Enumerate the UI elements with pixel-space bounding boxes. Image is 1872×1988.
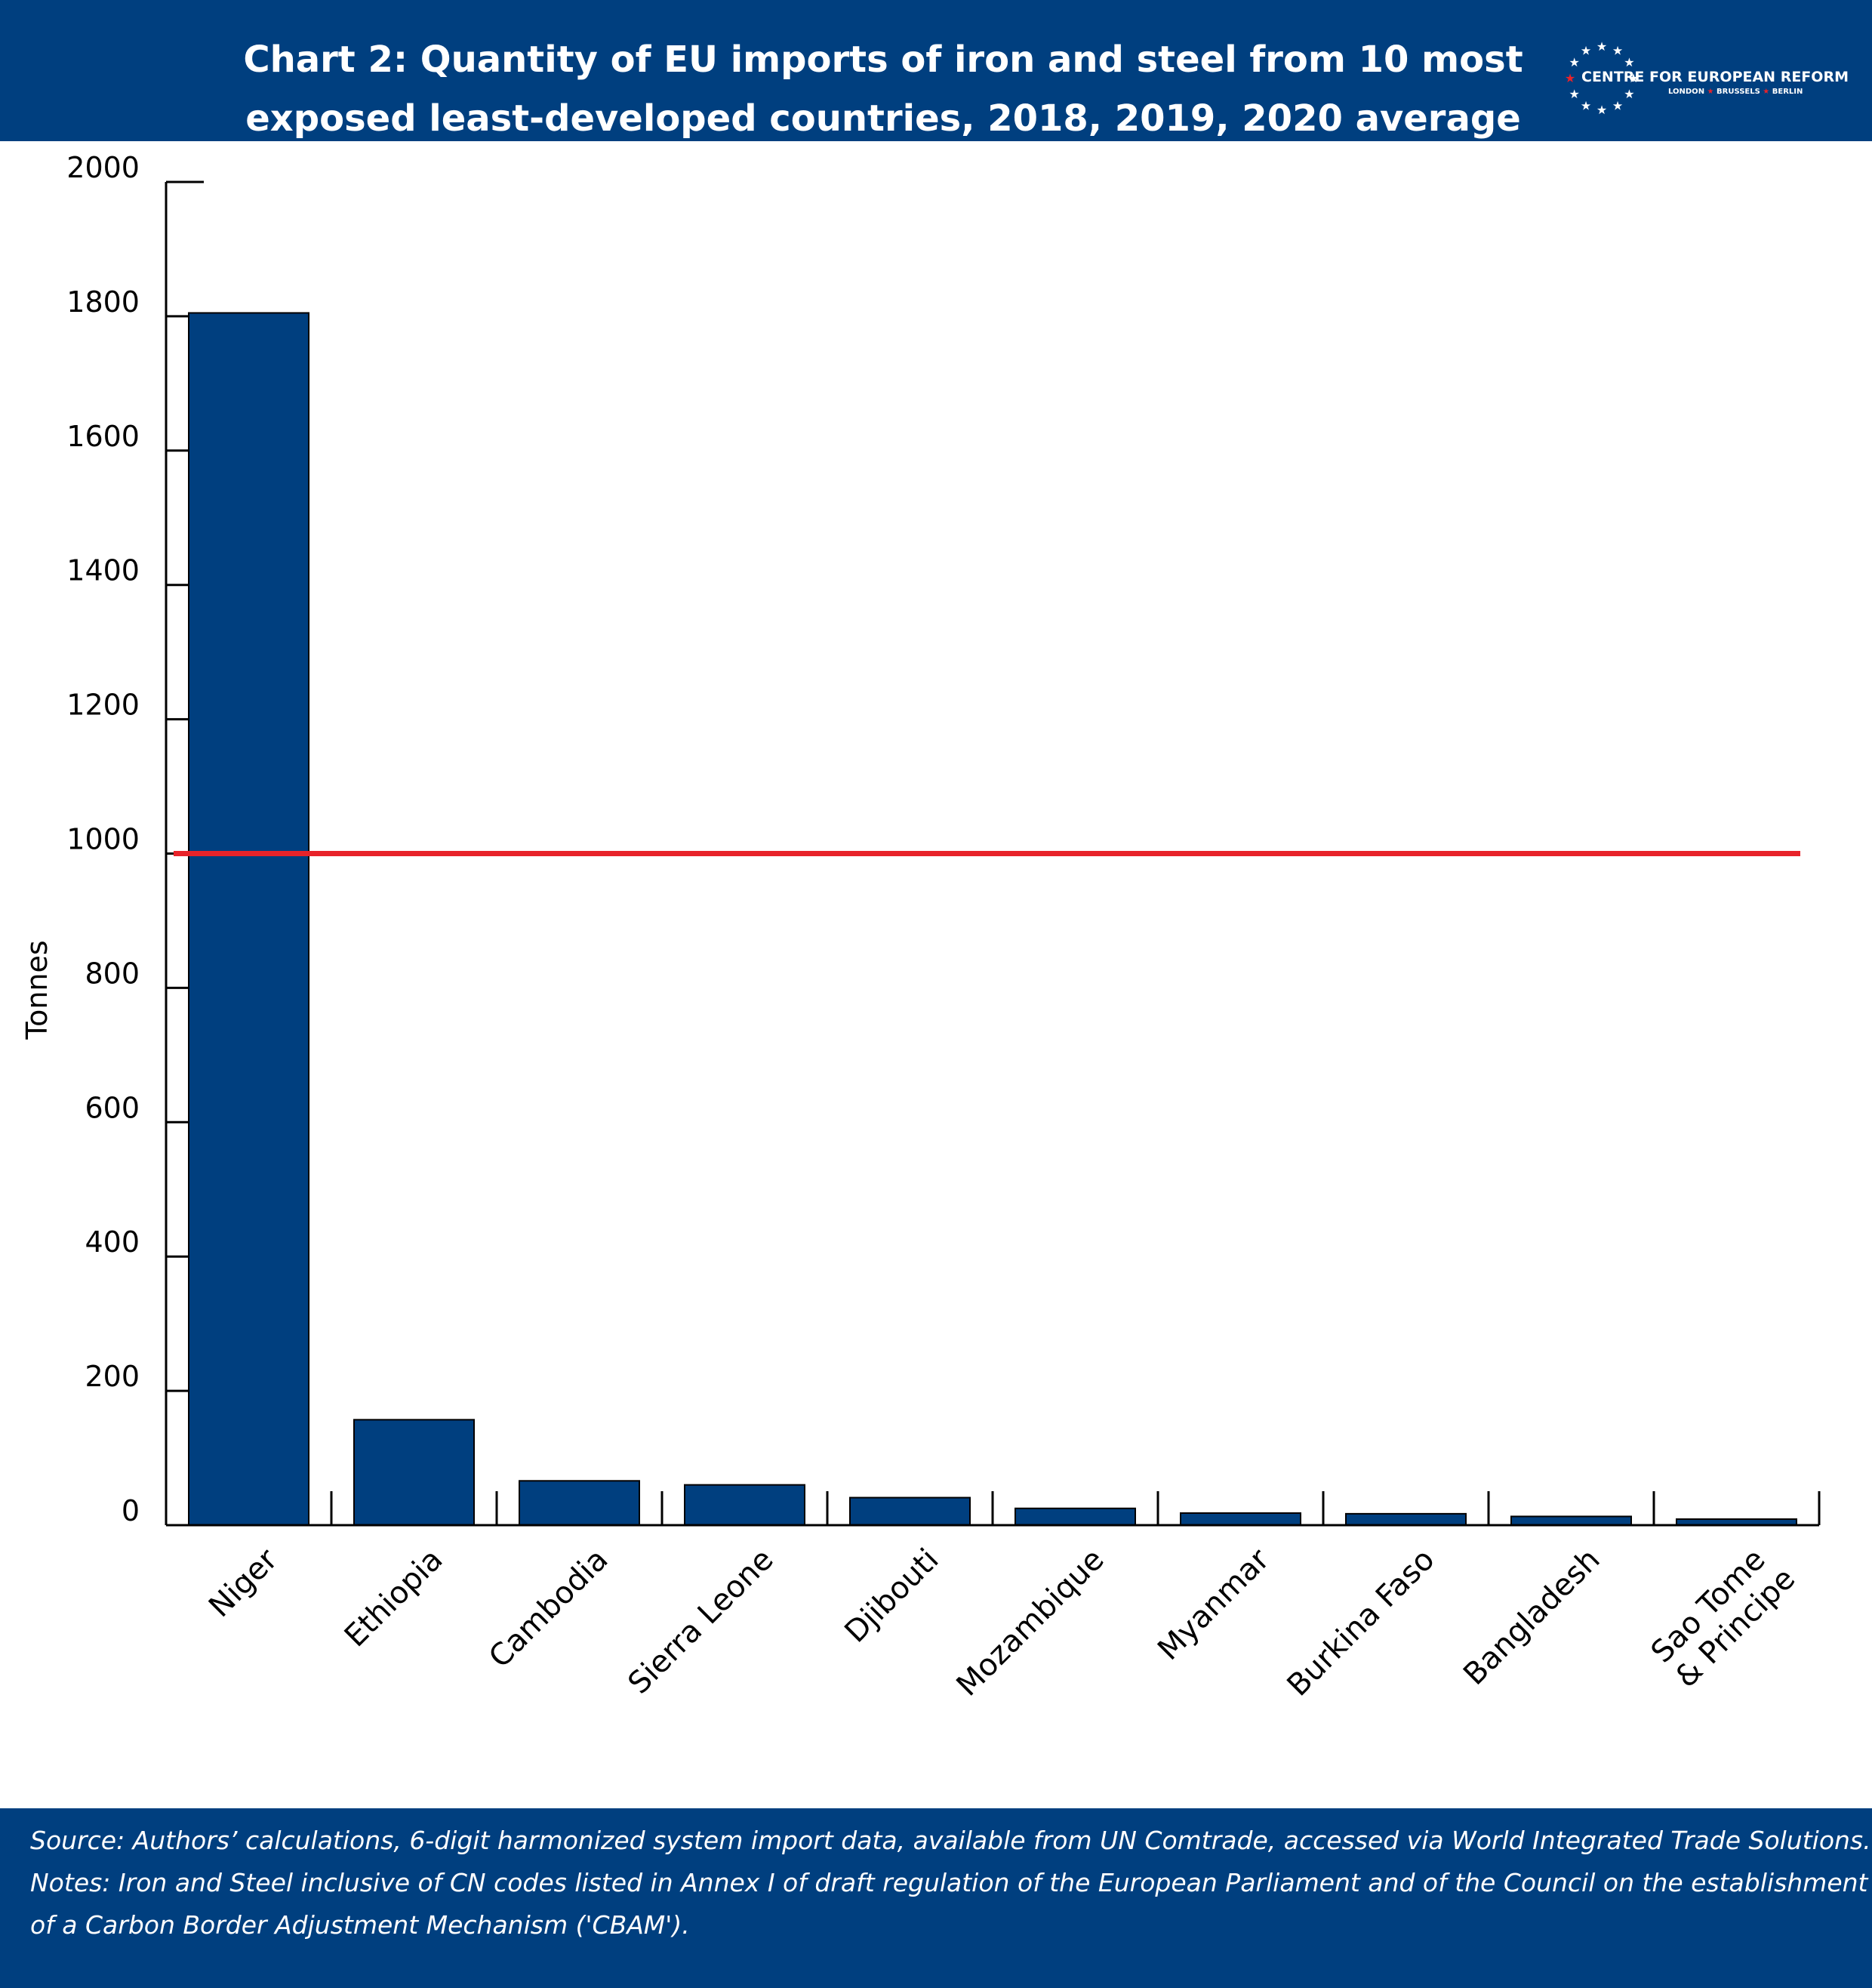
x-tick-label-line: Ethiopia: [338, 1543, 450, 1654]
notes-line-2: of a Carbon Border Adjustment Mechanism …: [30, 1910, 690, 1940]
y-axis: 0 200 400 600 800 1000 1200 1400 1600 1800 2000: [66, 151, 204, 1527]
x-tick-label-line: Niger: [202, 1542, 285, 1624]
logo-separator-star-icon: ★: [1763, 88, 1770, 96]
y-tick-label: 1800: [66, 285, 140, 319]
bar-chart: 0 200 400 600 800 1000 1200 1400 1600 1800 2000 Ni…: [20, 151, 1821, 1703]
logo-stars-icon: ★ ★★★★★★★★★★★: [1565, 39, 1639, 117]
y-axis-label: Tonnes: [20, 940, 54, 1040]
bar-djibouti: [849, 1496, 971, 1527]
source-note: Source: Authors’ calculations, 6-digit h…: [30, 1826, 1871, 1855]
chart-title-line-1: Chart 2: Quantity of EU imports of iron …: [243, 39, 1523, 81]
bar-cambodia: [519, 1480, 640, 1526]
bars: [188, 312, 1797, 1527]
chart-title: Chart 2: Quantity of EU imports of iron …: [181, 30, 1585, 148]
x-tick-label-line: Cambodia: [482, 1543, 615, 1675]
bar-bangladesh: [1510, 1515, 1632, 1527]
y-tick-label: 2000: [66, 151, 140, 184]
footer-banner: Source: Authors’ calculations, 6-digit h…: [0, 1808, 1872, 1988]
logo-star-icon: ★: [1596, 39, 1607, 54]
bar-burkina-faso: [1345, 1512, 1467, 1527]
logo-star-icon: ★: [1581, 44, 1591, 58]
logo-star-icon: ★: [1624, 87, 1634, 101]
x-tick-label-line: Burkina Faso: [1281, 1543, 1442, 1703]
logo-name: CENTRE FOR EUROPEAN REFORM: [1581, 69, 1849, 85]
y-tick-label: 600: [85, 1091, 140, 1124]
x-tick-label: Bangladesh: [1457, 1543, 1606, 1692]
logo-separator-star-icon: ★: [1707, 88, 1714, 96]
logo-city-berlin: BERLIN: [1772, 88, 1803, 96]
x-tick-label: Burkina Faso: [1281, 1543, 1442, 1703]
x-tick-label-line: Myanmar: [1151, 1542, 1276, 1667]
x-tick-label: Mozambique: [950, 1543, 1111, 1703]
y-tick-label: 0: [122, 1494, 140, 1527]
logo-city-brussels: BRUSSELS: [1717, 88, 1760, 96]
bar-niger: [188, 312, 309, 1526]
x-tick-label: Sao Tome& Principe: [1644, 1536, 1802, 1694]
y-tick-label: 1600: [66, 420, 140, 453]
logo-star-icon: ★: [1569, 55, 1579, 69]
y-tick-label: 200: [85, 1360, 140, 1393]
bar-sierra-leone: [684, 1484, 805, 1527]
logo-star-icon: ★: [1628, 71, 1639, 85]
logo-star-icon: ★: [1569, 87, 1579, 101]
logo-star-icon: ★: [1624, 55, 1634, 69]
x-tick-label: Sierra Leone: [621, 1543, 780, 1701]
bar-ethiopia: [353, 1419, 475, 1527]
y-tick-label: 1000: [66, 823, 140, 856]
y-tick-label: 800: [85, 957, 140, 990]
logo-star-icon: ★: [1596, 103, 1607, 117]
x-tick-label: Myanmar: [1151, 1542, 1276, 1667]
x-tick-label: Djibouti: [838, 1543, 945, 1650]
header-banner: Chart 2: Quantity of EU imports of iron …: [0, 0, 1872, 141]
y-tick-label: 400: [85, 1225, 140, 1259]
logo-star-icon: ★: [1581, 98, 1591, 112]
x-tick-label-line: Bangladesh: [1457, 1543, 1606, 1692]
logo-star-icon: ★: [1612, 44, 1623, 58]
x-tick-label: Niger: [202, 1542, 285, 1624]
logo-star-icon: ★: [1612, 98, 1623, 112]
x-tick-label-line: Sierra Leone: [621, 1543, 780, 1701]
x-tick-label: Ethiopia: [338, 1543, 450, 1654]
logo-star-icon: ★: [1565, 71, 1575, 85]
y-tick-label: 1400: [66, 554, 140, 587]
x-tick-label-line: Mozambique: [950, 1543, 1111, 1703]
logo-cities: LONDON ★ BRUSSELS ★ BERLIN: [1668, 87, 1803, 97]
notes-line-1: Notes: Iron and Steel inclusive of CN co…: [30, 1868, 1868, 1897]
y-tick-label: 1200: [66, 689, 140, 722]
x-tick-label: Cambodia: [482, 1543, 615, 1675]
x-tick-label-line: Djibouti: [838, 1543, 945, 1650]
bar-mozambique: [1015, 1507, 1136, 1526]
chart-title-line-2: exposed least-developed countries, 2018,…: [245, 97, 1521, 140]
logo-city-london: LONDON: [1668, 88, 1705, 96]
bar-myanmar: [1180, 1512, 1301, 1527]
